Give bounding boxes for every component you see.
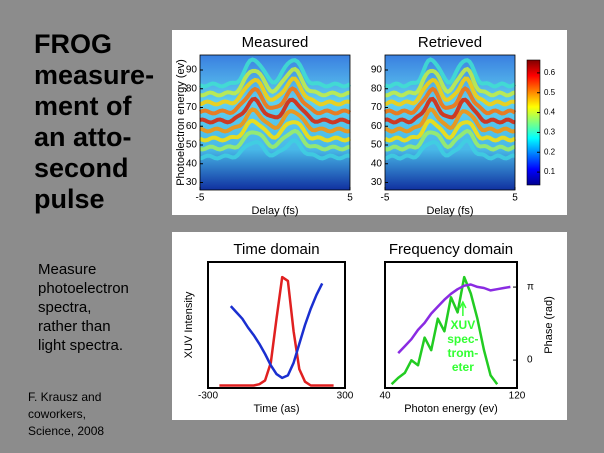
annotation-arrowhead [459, 300, 467, 309]
y-tick-label: 90 [371, 65, 383, 76]
caption: light spectra. [38, 337, 123, 354]
y-tick-label: 60 [186, 121, 198, 132]
caption: photoelectron [38, 280, 129, 297]
heatmap-band [199, 118, 351, 143]
plot-frame [207, 261, 346, 389]
heatmap-band [199, 96, 351, 125]
heatmap-band [384, 96, 516, 125]
x-tick-label: 300 [337, 391, 354, 402]
slide-title: measure- [34, 60, 154, 90]
chart-title: Time domain [233, 241, 319, 258]
heatmap-frame [199, 54, 351, 191]
colorbar-tick-label: 0.6 [544, 68, 556, 77]
heatmap-band [384, 128, 516, 152]
y-tick-label: 80 [371, 83, 383, 94]
y-tick-label: 30 [371, 177, 383, 188]
y-tick-label: 80 [186, 83, 198, 94]
heatmap-band [199, 86, 351, 116]
slide-title: pulse [34, 184, 105, 214]
y-tick-label: 40 [371, 158, 383, 169]
x-tick-label: 5 [512, 193, 518, 204]
colorbar-tick-label: 0.1 [544, 167, 556, 176]
series-line [229, 282, 324, 380]
x-tick-label: -300 [198, 391, 218, 402]
slide-title: second [34, 153, 129, 183]
series-line [219, 275, 334, 387]
y2-axis-label: Phase (rad) [543, 296, 555, 353]
heatmap-band [199, 57, 351, 89]
x-axis-label: Delay (fs) [251, 205, 298, 217]
heatmap-band [384, 76, 516, 107]
heatmap-band [384, 86, 517, 116]
slide-title: an atto- [34, 122, 132, 152]
colorbar-tick-label: 0.4 [544, 108, 556, 117]
heatmap-band [384, 138, 516, 161]
caption: spectra, [38, 299, 91, 316]
heatmap-band [383, 118, 517, 143]
x-tick-label: 120 [509, 391, 526, 402]
heatmap-band [199, 138, 351, 161]
y-tick-label: 70 [371, 102, 383, 113]
x-axis-label: Photon energy (ev) [404, 403, 498, 415]
colorbar-tick-label: 0.3 [544, 128, 556, 137]
heatmap-band [199, 128, 351, 152]
y-tick-label: 90 [186, 65, 198, 76]
x-tick-label: 40 [379, 391, 391, 402]
chart-title: Retrieved [418, 34, 482, 51]
heatmap-band [384, 57, 517, 89]
colorbar-tick-label: 0.5 [544, 88, 556, 97]
y2-tick-label: 0 [527, 355, 533, 366]
chart-title: Frequency domain [389, 241, 513, 258]
y2-tick-label: π [527, 282, 534, 293]
x-axis-label: Delay (fs) [426, 205, 473, 217]
colorbar-tick-label: 0.2 [544, 147, 556, 156]
y-tick-label: 70 [186, 102, 198, 113]
slide-title: ment of [34, 91, 133, 121]
credit: Science, 2008 [28, 424, 104, 438]
credit: coworkers, [28, 407, 86, 421]
annotation: XUV [451, 318, 476, 332]
x-tick-label: -5 [196, 193, 205, 204]
annotation: spec- [447, 332, 478, 346]
x-axis-label: Time (as) [253, 403, 299, 415]
credit: F. Krausz and [28, 390, 101, 404]
x-tick-label: 5 [347, 193, 353, 204]
annotation: trom- [448, 346, 479, 360]
heatmap-band [199, 107, 351, 134]
y-tick-label: 30 [186, 177, 198, 188]
y-axis-label: Photoelectron energy (ev) [175, 59, 187, 186]
colorbar [526, 59, 541, 186]
series-line [397, 283, 511, 354]
series-line [390, 275, 499, 386]
chart-title: Measured [242, 34, 309, 51]
heatmap-band [199, 66, 351, 98]
caption: rather than [38, 318, 111, 335]
caption: Measure [38, 261, 96, 278]
heatmap-band [384, 66, 516, 98]
heatmap-frame [384, 54, 516, 191]
y-axis-label: XUV Intensity [183, 291, 195, 358]
y-tick-label: 50 [186, 140, 198, 151]
x-tick-label: -5 [381, 193, 390, 204]
heatmap-band [199, 76, 351, 107]
annotation: eter [452, 360, 474, 374]
heatmap-band [384, 107, 516, 134]
y-tick-label: 60 [371, 121, 383, 132]
plot-frame [384, 261, 518, 389]
y-tick-label: 40 [186, 158, 198, 169]
slide-title: FROG [34, 29, 112, 59]
y-tick-label: 50 [371, 140, 383, 151]
